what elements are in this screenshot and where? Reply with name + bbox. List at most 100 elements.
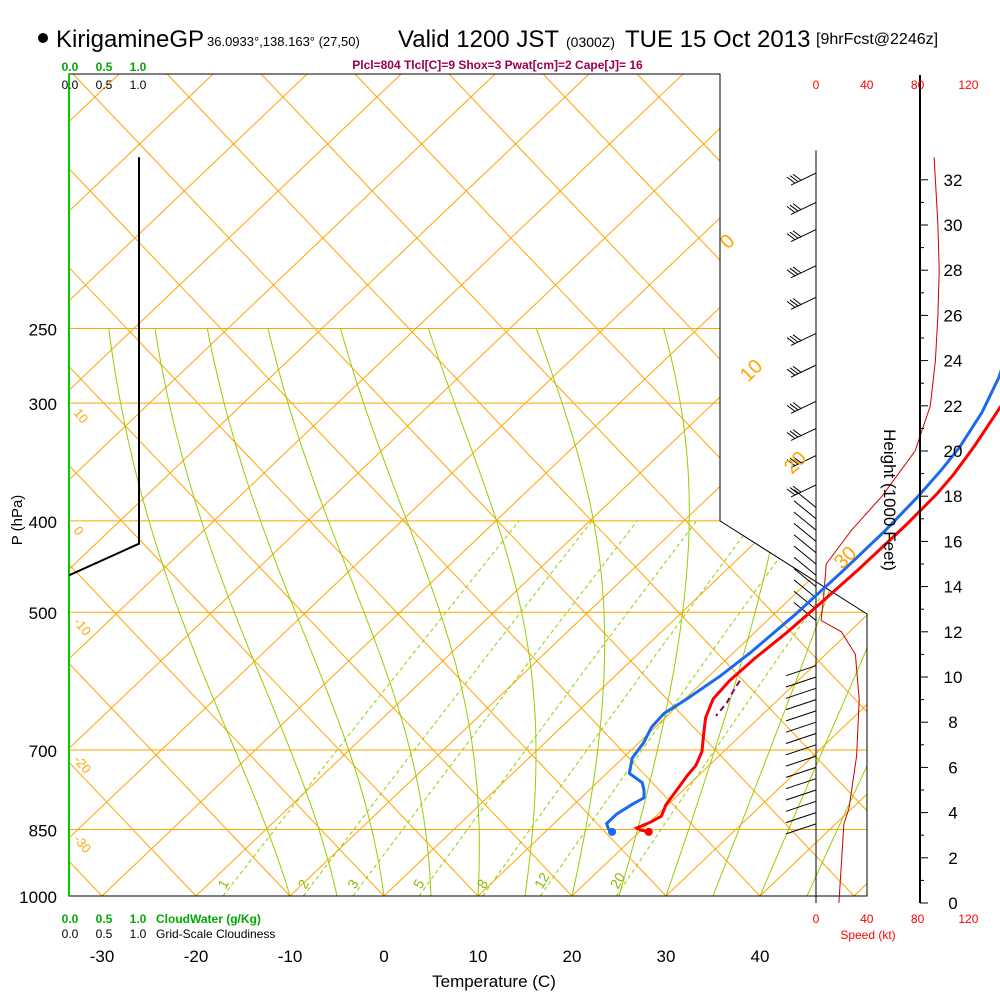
height-tick-label: 14 <box>944 578 963 597</box>
wind-barb-flag <box>792 402 802 409</box>
cloudiness-tick-top: 0.5 <box>96 78 113 92</box>
mixing-ratio-line <box>482 520 755 896</box>
isotherm-label: -10 <box>71 615 95 639</box>
wind-barb <box>790 265 817 279</box>
dry-adiabat-line <box>69 464 479 896</box>
dry-adiabat-line <box>166 74 867 812</box>
wind-barb-flag <box>789 204 799 212</box>
valid-time-utc: (0300Z) <box>566 34 616 50</box>
pressure-tick-label: 500 <box>29 604 57 623</box>
dry-adiabat-line <box>69 365 573 896</box>
temperature-tick-label: 40 <box>751 947 770 966</box>
wind-barb <box>790 400 817 414</box>
speed-tick-label-top: 80 <box>911 78 925 92</box>
dry-adiabat-line <box>69 662 291 896</box>
height-tick-label: 8 <box>948 713 957 732</box>
wind-barb <box>785 710 817 722</box>
wind-barb <box>790 455 817 468</box>
pressure-tick-label: 400 <box>29 513 57 532</box>
temperature-axis-title: Temperature (C) <box>432 972 556 991</box>
wind-barb-flag <box>792 485 802 493</box>
station-dot-icon <box>38 32 48 43</box>
wind-barb <box>785 789 817 801</box>
speed-tick-label-top: 120 <box>958 78 978 92</box>
temperature-surface-dot <box>644 827 653 836</box>
height-tick-label: 20 <box>944 442 963 461</box>
isotherm-label: -20 <box>71 752 95 776</box>
isotherm-label: -30 <box>71 832 95 856</box>
dry-adiabat-line <box>72 74 855 896</box>
wind-barb-flag <box>786 233 796 241</box>
wind-barb-flag <box>786 404 796 412</box>
valid-date: TUE 15 Oct 2013 <box>625 26 811 53</box>
dry-adiabat-line <box>0 74 8 896</box>
wind-barb <box>793 545 817 565</box>
isotherm-line <box>69 74 590 571</box>
wind-barb-flag <box>789 367 799 375</box>
isotherm-line <box>69 74 496 481</box>
wind-barb <box>790 333 817 346</box>
wind-barb-flag <box>792 365 802 373</box>
valid-time: Valid 1200 JST <box>398 26 559 53</box>
wind-barb-flag <box>792 266 802 274</box>
wind-barb <box>785 800 817 812</box>
wind-barb <box>793 556 817 576</box>
moist-adiabat-line <box>154 328 338 896</box>
plot-boundary <box>68 73 1000 897</box>
station-name: KirigamineGP <box>38 26 204 56</box>
mixing-ratio-label: 1 <box>214 876 232 891</box>
wind-barb <box>790 296 817 310</box>
isotherm-label: 0 <box>71 523 87 538</box>
wind-barb <box>785 812 817 824</box>
wind-barb-flag <box>789 267 799 275</box>
wind-barb-flag <box>789 175 799 183</box>
moist-adiabat-line <box>535 328 606 896</box>
wind-barb <box>793 602 817 621</box>
isotherm-line <box>69 74 402 391</box>
mixing-ratio-label: 8 <box>473 876 491 891</box>
temperature-tick-label: -30 <box>90 947 115 966</box>
wind-barb <box>785 778 817 790</box>
wind-barb <box>793 489 817 508</box>
temperature-tick-label: -20 <box>184 947 209 966</box>
dry-adiabat-line <box>69 563 385 896</box>
dewpoint-line <box>604 369 1000 834</box>
chart-marks <box>68 75 1000 904</box>
wind-barb <box>793 511 817 531</box>
temperature-line <box>633 404 1000 834</box>
height-axis-title: Height (1000 Feet) <box>880 429 899 571</box>
moist-adiabat-line <box>206 328 385 896</box>
wind-barb-flag <box>789 457 799 465</box>
isotherm-label: 10 <box>71 405 92 426</box>
wind-barb-flag <box>792 456 802 464</box>
sounding-params: Plcl=804 Tlcl[C]=9 Shox=3 Pwat[cm]=2 Cap… <box>352 58 643 72</box>
height-tick-label: 12 <box>944 623 963 642</box>
isotherm-line <box>69 74 778 750</box>
wind-barb-flag <box>789 231 799 239</box>
wind-barb <box>785 699 817 711</box>
height-tick-label: 16 <box>944 532 963 551</box>
station-label: KirigamineGP <box>56 26 205 53</box>
cloudwater-title: CloudWater (g/Kg) <box>156 912 261 926</box>
isotherm-line <box>571 614 867 896</box>
mixing-ratio-label: 3 <box>344 876 362 891</box>
wind-barb <box>793 590 817 610</box>
wind-barb <box>790 427 817 441</box>
height-tick-label: 30 <box>944 216 963 235</box>
moist-adiabat-line <box>806 764 867 896</box>
moist-adiabat-line <box>108 328 291 896</box>
isotherm-line <box>195 256 867 896</box>
pressure-axis-title: P (hPa) <box>9 495 26 546</box>
speed-tick-label-top: 40 <box>860 78 874 92</box>
dewpoint-surface-dot <box>608 827 617 836</box>
mixing-ratio-line <box>418 520 697 896</box>
wind-barb-flag <box>786 488 796 496</box>
mixing-ratio-label: 20 <box>607 870 629 892</box>
dry-adiabat-line <box>260 74 867 713</box>
cloudwater-tick-top: 1.0 <box>130 60 147 74</box>
speed-tick-label-bottom: 120 <box>958 912 978 926</box>
wind-barb <box>785 676 817 688</box>
cloudiness-tick-top: 1.0 <box>130 78 147 92</box>
wind-barb-flag <box>789 430 799 438</box>
